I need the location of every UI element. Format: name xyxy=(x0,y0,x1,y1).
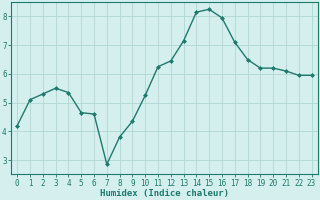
X-axis label: Humidex (Indice chaleur): Humidex (Indice chaleur) xyxy=(100,189,229,198)
